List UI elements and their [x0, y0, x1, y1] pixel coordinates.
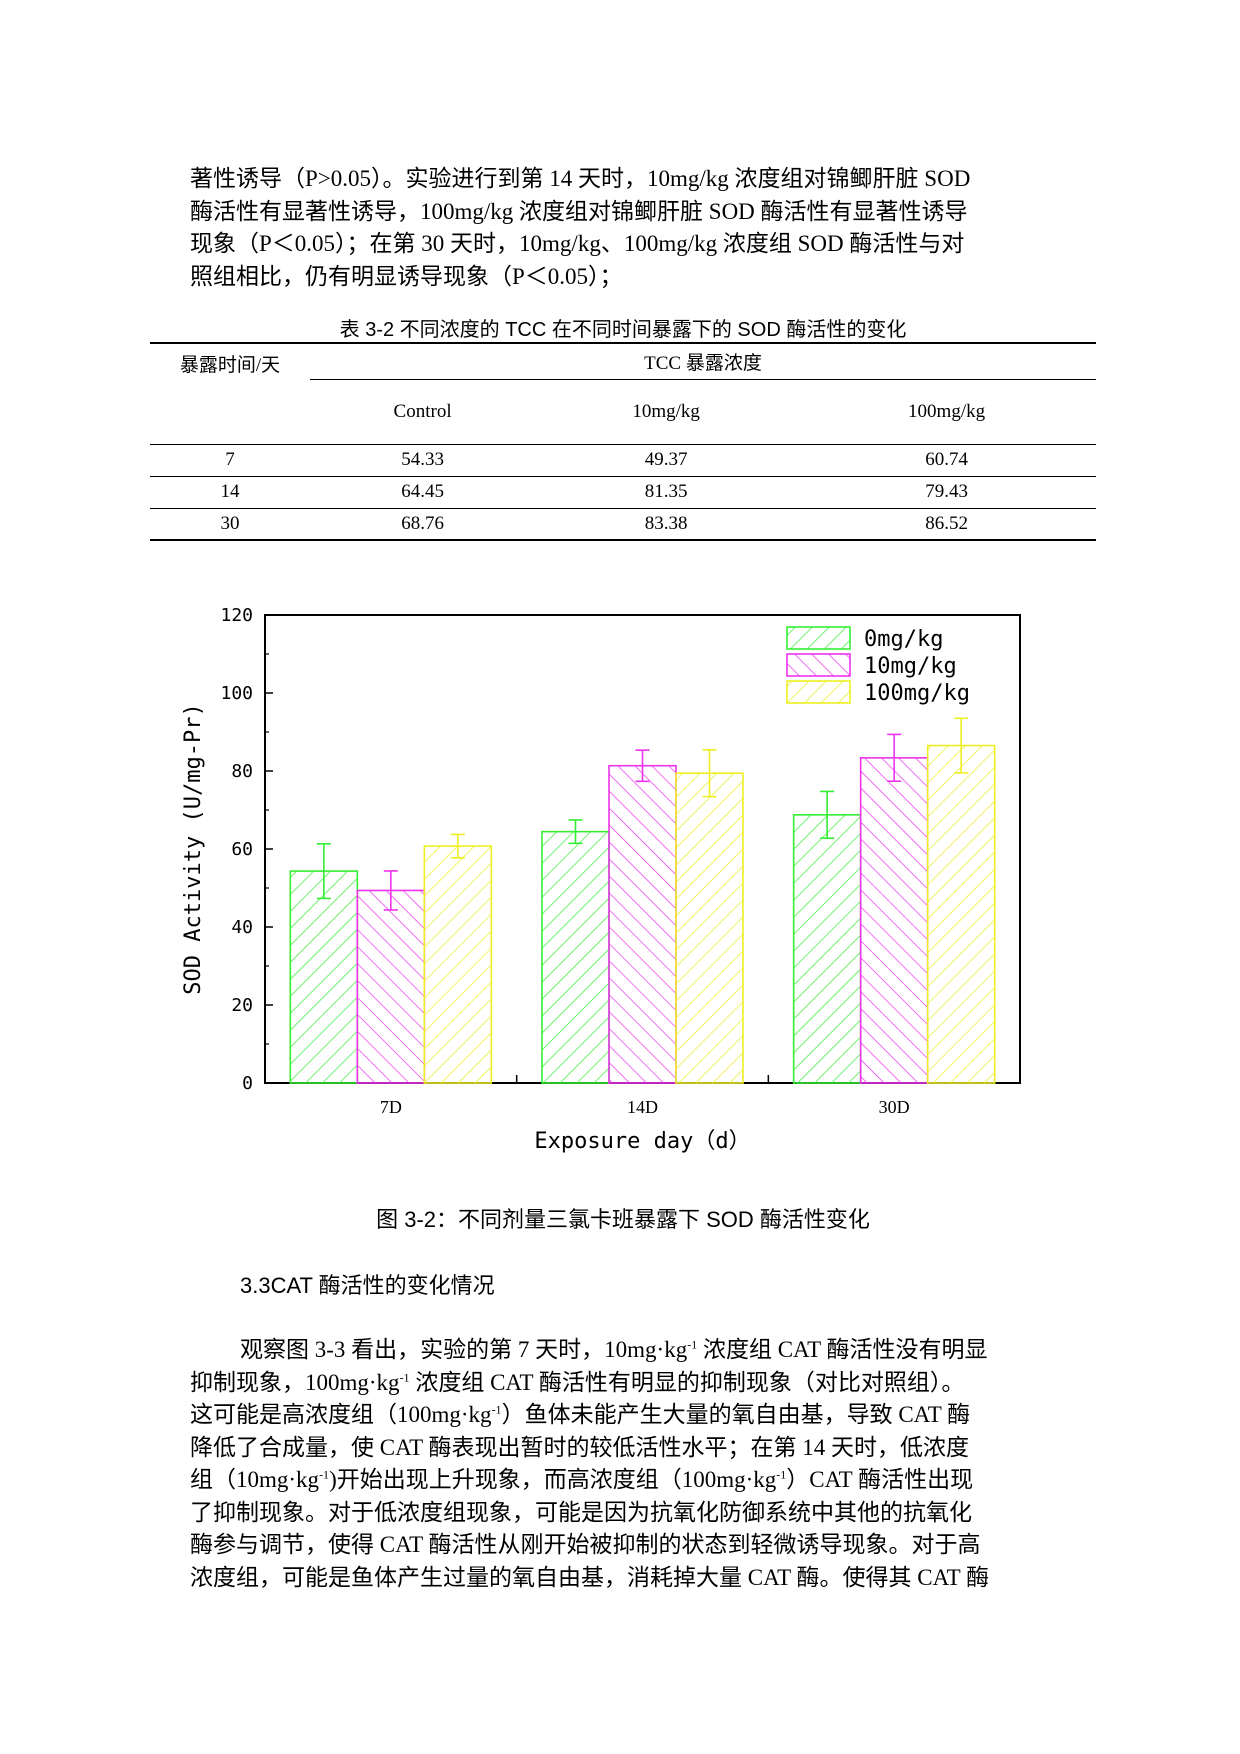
table-cell: 81.35 — [535, 476, 797, 508]
sod-activity-table: 暴露时间/天 TCC 暴露浓度 Control 10mg/kg 100mg/kg… — [150, 342, 1096, 541]
y-tick-label: 60 — [231, 839, 253, 860]
bar — [794, 815, 861, 1083]
paragraph-line: 抑制现象，100mg·kg-1 浓度组 CAT 酶活性有明显的抑制现象（对比对照… — [190, 1367, 1060, 1400]
legend-label: 10mg/kg — [864, 654, 957, 679]
paragraph-line: 酶参与调节，使得 CAT 酶活性从刚开始被抑制的状态到轻微诱导现象。对于高 — [190, 1529, 1060, 1562]
table-cell: 60.74 — [797, 444, 1096, 476]
table-cell: 49.37 — [535, 444, 797, 476]
table-cell: 68.76 — [310, 508, 535, 540]
section-heading: 3.3CAT 酶活性的变化情况 — [240, 1268, 495, 1300]
paragraph-line: 了抑制现象。对于低浓度组现象，可能是因为抗氧化防御系统中其他的抗氧化 — [190, 1497, 1060, 1530]
paragraph-line: 降低了合成量，使 CAT 酶表现出暂时的较低活性水平；在第 14 天时，低浓度 — [190, 1432, 1060, 1465]
table-cell: 83.38 — [535, 508, 797, 540]
y-tick-label: 80 — [231, 761, 253, 782]
bar — [290, 871, 357, 1083]
table-cell-day: 14 — [150, 476, 310, 508]
y-tick-label: 40 — [231, 917, 253, 938]
bar — [861, 758, 928, 1083]
paragraph-line: 现象（P＜0.05）；在第 30 天时，10mg/kg、100mg/kg 浓度组… — [190, 228, 1060, 261]
table-column-header: 100mg/kg — [797, 379, 1096, 444]
table-cell-day: 30 — [150, 508, 310, 540]
bar — [542, 832, 609, 1083]
bar — [676, 773, 743, 1083]
paragraph-line: 浓度组，可能是鱼体产生过量的氧自由基，消耗掉大量 CAT 酶。使得其 CAT 酶 — [190, 1562, 1060, 1595]
table-column-header: 10mg/kg — [535, 379, 797, 444]
table-cell: 79.43 — [797, 476, 1096, 508]
table-cell-day: 7 — [150, 444, 310, 476]
table-caption: 表 3-2 不同浓度的 TCC 在不同时间暴露下的 SOD 酶活性的变化 — [150, 313, 1096, 342]
table-cell: 54.33 — [310, 444, 535, 476]
paragraph-line: 照组相比，仍有明显诱导现象（P＜0.05）； — [190, 261, 1060, 294]
top-paragraph: 著性诱导（P>0.05）。实验进行到第 14 天时，10mg/kg 浓度组对锦鲫… — [190, 163, 1060, 293]
table-group-header: TCC 暴露浓度 — [310, 343, 1096, 379]
y-tick-label: 100 — [220, 683, 253, 704]
chart-svg: 0 20 40 60 80 100 120 7D 14D 30D Exposure day（d） SO… — [170, 590, 1070, 1190]
paragraph-line: 酶活性有显著性诱导，100mg/kg 浓度组对锦鲫肝脏 SOD 酶活性有显著性诱… — [190, 196, 1060, 229]
x-tick-label: 7D — [380, 1097, 402, 1117]
legend-swatch — [787, 681, 850, 703]
legend-label: 0mg/kg — [864, 627, 943, 652]
bar — [928, 746, 995, 1083]
y-axis-label: SOD Activity (U/mg-Pr) — [181, 703, 206, 994]
legend-swatch — [787, 654, 850, 676]
table-row-header: 暴露时间/天 — [150, 343, 310, 444]
table-cell: 86.52 — [797, 508, 1096, 540]
legend-label: 100mg/kg — [864, 681, 970, 706]
x-tick-label: 30D — [879, 1097, 910, 1117]
paragraph-line: 观察图 3-3 看出，实验的第 7 天时，10mg·kg-1 浓度组 CAT 酶… — [190, 1334, 1060, 1367]
table-row: 7 54.33 49.37 60.74 — [150, 444, 1096, 476]
x-axis-label: Exposure day（d） — [534, 1129, 750, 1154]
body-paragraph: 观察图 3-3 看出，实验的第 7 天时，10mg·kg-1 浓度组 CAT 酶… — [190, 1334, 1060, 1594]
bar — [357, 890, 424, 1083]
x-tick-label: 14D — [627, 1097, 658, 1117]
table-cell: 64.45 — [310, 476, 535, 508]
y-tick-label: 120 — [220, 605, 253, 626]
table-row: 14 64.45 81.35 79.43 — [150, 476, 1096, 508]
bar — [424, 846, 491, 1083]
table-column-header: Control — [310, 379, 535, 444]
legend-swatch — [787, 627, 850, 649]
paragraph-line: 这可能是高浓度组（100mg·kg-1）鱼体未能产生大量的氧自由基，导致 CAT… — [190, 1399, 1060, 1432]
paragraph-line: 著性诱导（P>0.05）。实验进行到第 14 天时，10mg/kg 浓度组对锦鲫… — [190, 163, 1060, 196]
table-row: 30 68.76 83.38 86.52 — [150, 508, 1096, 540]
figure-caption: 图 3-2：不同剂量三氯卡班暴露下 SOD 酶活性变化 — [150, 1202, 1096, 1234]
y-tick-label: 20 — [231, 995, 253, 1016]
bar — [609, 766, 676, 1083]
sod-bar-chart: 0 20 40 60 80 100 120 7D 14D 30D Exposure day（d） SO… — [170, 590, 1070, 1190]
paragraph-line: 组（10mg·kg-1)开始出现上升现象，而高浓度组（100mg·kg-1）CA… — [190, 1464, 1060, 1497]
y-tick-label: 0 — [242, 1073, 253, 1094]
